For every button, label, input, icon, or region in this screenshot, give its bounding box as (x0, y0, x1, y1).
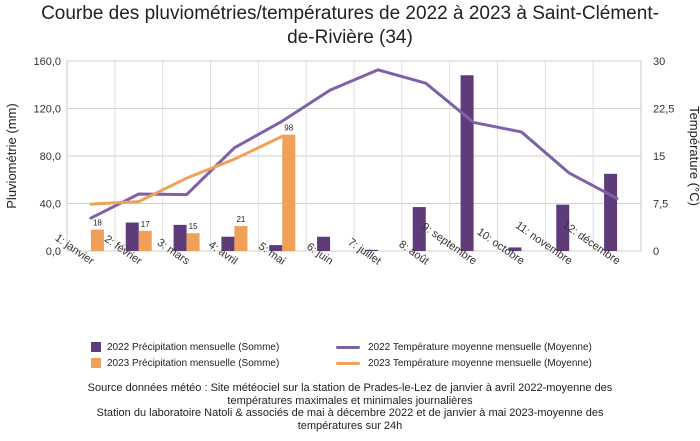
bar-data-label: 18 (93, 219, 102, 228)
source-line-4: températures sur 24h (297, 419, 403, 432)
y2-axis-label: Température (°C) (687, 106, 700, 206)
legend-swatch (91, 358, 101, 368)
chart-title-line-2: de-Rivière (34) (287, 27, 413, 48)
y-tick-label: 120,0 (33, 104, 61, 116)
legend-swatch (336, 345, 360, 349)
bar (604, 173, 618, 251)
source-note: Source données météo : Site météociel su… (40, 382, 660, 432)
x-tick-label: 7: juillet (346, 236, 383, 267)
bar (269, 245, 283, 251)
bar (556, 204, 570, 251)
bar (221, 236, 235, 251)
bar (234, 226, 248, 251)
bar (90, 229, 104, 251)
y2-tick-label: 30 (653, 56, 665, 68)
legend-swatch (336, 361, 360, 365)
legend-item-2022-temp: 2022 Température moyenne mensuelle (Moye… (336, 340, 592, 354)
y2-tick-label: 0 (653, 246, 659, 258)
chart-title: Courbe des pluviométries/températures de… (40, 2, 660, 50)
series-line (89, 68, 619, 220)
y-tick-label: 0,0 (46, 246, 61, 258)
bar-data-label: 15 (189, 222, 198, 231)
legend-label: 2023 Précipitation mensuelle (Somme) (107, 357, 280, 369)
bar (125, 222, 139, 251)
legend-item-2023-precip: 2023 Précipitation mensuelle (Somme) (91, 356, 279, 370)
bar-data-label: 17 (141, 220, 150, 229)
bar (460, 75, 474, 251)
y-tick-label: 160,0 (33, 56, 61, 68)
source-line-1: Source données météo : Site météociel su… (87, 382, 613, 394)
legend-item-2023-temp: 2023 Température moyenne mensuelle (Moye… (336, 356, 592, 370)
source-line-2: températures maximales et minimales jour… (227, 394, 473, 407)
source-line-3: Station du laboratoire Natoli & associés… (96, 407, 604, 419)
legend-label: 2022 Précipitation mensuelle (Somme) (107, 341, 280, 353)
bar (508, 247, 522, 251)
y2-tick-label: 22,5 (653, 104, 674, 116)
bar (412, 207, 426, 251)
y-tick-label: 40,0 (40, 199, 61, 211)
bar (282, 134, 296, 251)
y2-tick-label: 15 (653, 151, 665, 163)
y-axis-label: Pluviométrie (mm) (4, 103, 19, 208)
chart-title-line-1: Courbe des pluviométries/températures de… (41, 3, 659, 24)
legend-item-2022-precip: 2022 Précipitation mensuelle (Somme) (91, 340, 279, 354)
y2-tick-label: 7,5 (653, 199, 668, 211)
bar (317, 236, 331, 251)
bar (364, 249, 378, 251)
bar (173, 224, 187, 251)
bar (138, 230, 152, 251)
bar-data-label: 98 (284, 124, 293, 133)
legend-label: 2023 Température moyenne mensuelle (Moye… (368, 357, 592, 369)
y-tick-label: 80,0 (40, 151, 61, 163)
bar-data-label: 21 (236, 215, 245, 224)
bar (186, 233, 200, 251)
legend-label: 2022 Température moyenne mensuelle (Moye… (368, 341, 592, 353)
chart-legend: 2022 Précipitation mensuelle (Somme) 202… (0, 338, 700, 370)
series-line (89, 134, 284, 206)
legend-swatch (91, 342, 101, 352)
